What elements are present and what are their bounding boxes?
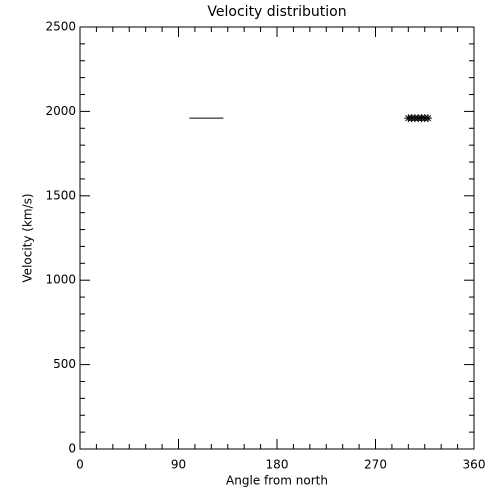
y-tick-label: 2500 [45, 20, 76, 34]
y-tick-label: 500 [53, 357, 76, 371]
x-tick-label: 90 [171, 458, 186, 472]
chart-title: Velocity distribution [207, 4, 346, 20]
y-tick-label: 0 [68, 442, 76, 456]
y-tick-label: 1500 [45, 188, 76, 202]
asterisk-point [424, 114, 433, 123]
y-axis-label: Velocity (km/s) [21, 193, 35, 282]
plot-frame [79, 26, 475, 450]
x-tick-label: 180 [266, 458, 289, 472]
y-tick-label: 1000 [45, 273, 76, 287]
x-tick-label: 360 [463, 458, 486, 472]
x-tick-label: 0 [76, 458, 84, 472]
y-tick-label: 2000 [45, 104, 76, 118]
x-tick-label: 270 [364, 458, 387, 472]
x-axis-label: Angle from north [226, 474, 328, 488]
